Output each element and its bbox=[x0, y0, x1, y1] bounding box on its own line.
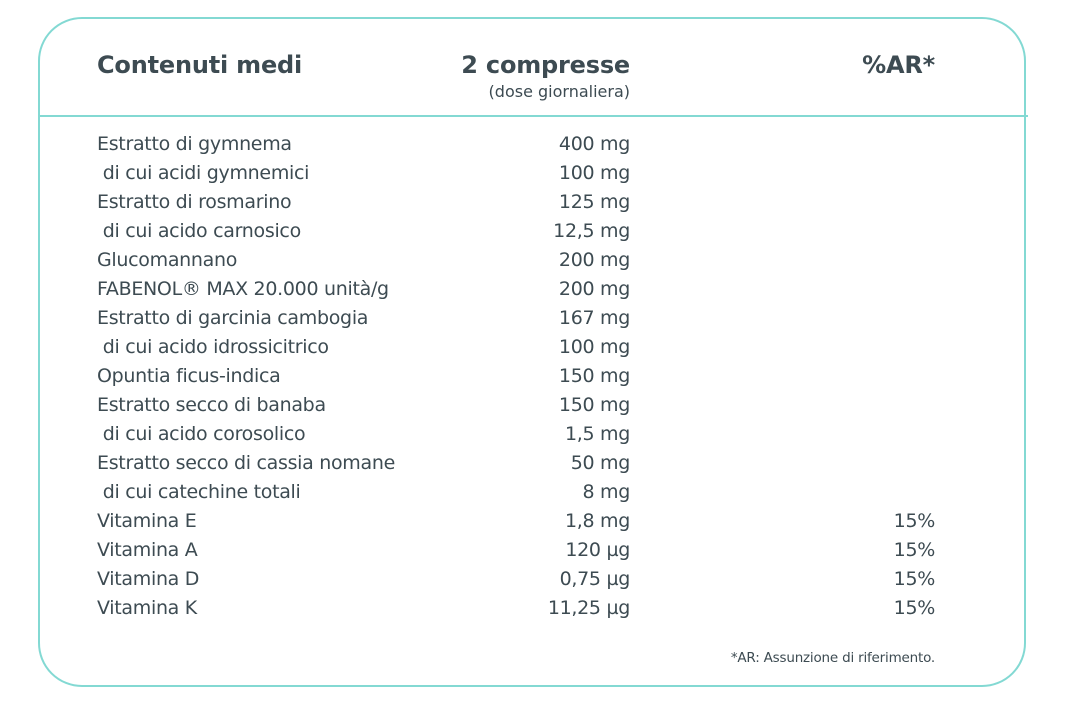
ingredient-name: Estratto di garcinia cambogia bbox=[97, 307, 369, 329]
table-row: Opuntia ficus-indica 150 mg bbox=[0, 362, 1068, 391]
table-row: Vitamina K 11,25 µg 15% bbox=[0, 594, 1068, 623]
table-row: Estratto secco di cassia nomane 50 mg bbox=[0, 449, 1068, 478]
ingredient-name: Estratto secco di cassia nomane bbox=[97, 452, 395, 474]
ingredient-name: Vitamina E bbox=[97, 510, 197, 532]
ingredient-amount: 8 mg bbox=[582, 481, 631, 503]
table-row: Estratto di rosmarino 125 mg bbox=[0, 188, 1068, 217]
ingredient-name: di cui catechine totali bbox=[97, 481, 301, 503]
ingredient-amount: 400 mg bbox=[558, 133, 630, 155]
table-row: Estratto di garcinia cambogia 167 mg bbox=[0, 304, 1068, 333]
header-name: Contenuti medi bbox=[97, 51, 303, 79]
ingredient-name: di cui acido carnosico bbox=[97, 220, 301, 242]
ingredient-amount: 125 mg bbox=[558, 191, 630, 213]
ingredient-amount: 200 mg bbox=[558, 249, 630, 271]
ingredient-amount: 120 µg bbox=[565, 539, 630, 561]
header-divider bbox=[38, 115, 1028, 117]
table-row: FABENOL® MAX 20.000 unità/g 200 mg bbox=[0, 275, 1068, 304]
ingredient-amount: 100 mg bbox=[558, 162, 630, 184]
ingredient-name: Vitamina D bbox=[97, 568, 200, 590]
ingredient-amount: 12,5 mg bbox=[553, 220, 630, 242]
ingredient-name: Estratto di rosmarino bbox=[97, 191, 292, 213]
table-row: Vitamina D 0,75 µg 15% bbox=[0, 565, 1068, 594]
table-row: Estratto secco di banaba 150 mg bbox=[0, 391, 1068, 420]
ingredient-amount: 50 mg bbox=[570, 452, 631, 474]
header-amount: 2 compresse bbox=[461, 51, 630, 79]
table-row: Glucomannano 200 mg bbox=[0, 246, 1068, 275]
ingredient-name: Glucomannano bbox=[97, 249, 238, 271]
header-ar: %AR* bbox=[862, 51, 935, 79]
ingredient-amount: 0,75 µg bbox=[559, 568, 631, 590]
table-row: di cui acido idrossicitrico 100 mg bbox=[0, 333, 1068, 362]
header-amount-sub: (dose giornaliera) bbox=[488, 82, 630, 101]
ingredient-amount: 167 mg bbox=[558, 307, 630, 329]
nutrition-table-card bbox=[38, 17, 1026, 687]
ingredient-ar: 15% bbox=[893, 539, 936, 561]
ingredient-name: Estratto secco di banaba bbox=[97, 394, 326, 416]
table-row: di cui acidi gymnemici 100 mg bbox=[0, 159, 1068, 188]
ingredient-name: FABENOL® MAX 20.000 unità/g bbox=[97, 278, 389, 300]
ingredient-amount: 200 mg bbox=[558, 278, 630, 300]
table-row: di cui catechine totali 8 mg bbox=[0, 478, 1068, 507]
footnote: *AR: Assunzione di riferimento. bbox=[730, 650, 935, 666]
ingredient-name: Vitamina A bbox=[97, 539, 198, 561]
ingredient-amount: 11,25 µg bbox=[547, 597, 630, 619]
table-row: Vitamina A 120 µg 15% bbox=[0, 536, 1068, 565]
ingredient-amount: 1,5 mg bbox=[564, 423, 630, 445]
ingredient-name: di cui acido corosolico bbox=[97, 423, 306, 445]
ingredient-ar: 15% bbox=[893, 568, 936, 590]
ingredient-name: di cui acidi gymnemici bbox=[97, 162, 310, 184]
table-row: Vitamina E 1,8 mg 15% bbox=[0, 507, 1068, 536]
table-row: di cui acido corosolico 1,5 mg bbox=[0, 420, 1068, 449]
ingredient-name: Opuntia ficus-indica bbox=[97, 365, 281, 387]
table-row: di cui acido carnosico 12,5 mg bbox=[0, 217, 1068, 246]
ingredient-amount: 1,8 mg bbox=[564, 510, 630, 532]
ingredient-name: di cui acido idrossicitrico bbox=[97, 336, 329, 358]
nutrition-rows: Estratto di gymnema 400 mg di cui acidi g… bbox=[0, 130, 1068, 623]
ingredient-amount: 150 mg bbox=[558, 365, 630, 387]
table-row: Estratto di gymnema 400 mg bbox=[0, 130, 1068, 159]
ingredient-name: Estratto di gymnema bbox=[97, 133, 292, 155]
ingredient-amount: 150 mg bbox=[558, 394, 630, 416]
ingredient-name: Vitamina K bbox=[97, 597, 197, 619]
ingredient-ar: 15% bbox=[893, 597, 936, 619]
ingredient-ar: 15% bbox=[893, 510, 936, 532]
ingredient-amount: 100 mg bbox=[558, 336, 630, 358]
